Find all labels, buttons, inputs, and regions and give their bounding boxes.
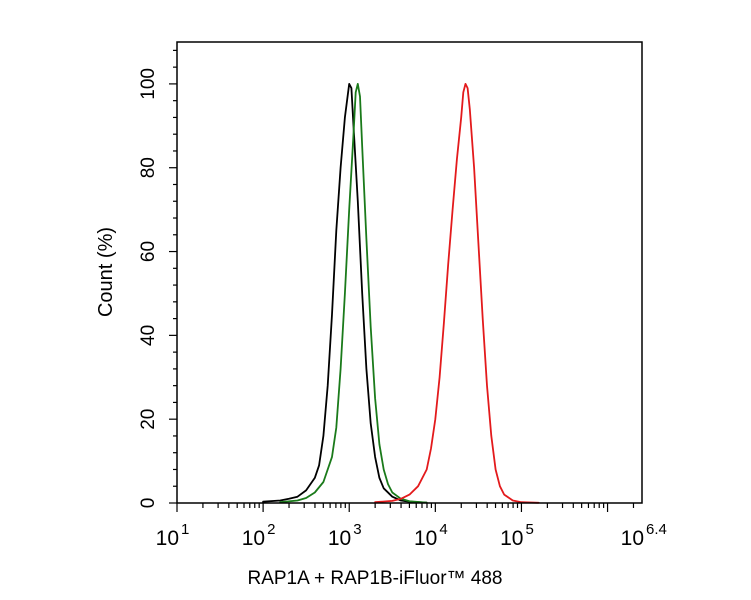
y-tick-label: 80 (138, 157, 159, 178)
x-tick-base: 10 (621, 527, 644, 550)
x-tick-exponent: 3 (353, 521, 361, 538)
x-tick-exponent: 4 (439, 521, 447, 538)
x-tick-label: 10 5 (500, 521, 534, 550)
x-axis: 10 1 10 2 10 3 10 4 10 5 10 6.4 (156, 503, 667, 550)
y-tick-label: 100 (138, 68, 159, 100)
x-tick-label: 10 4 (414, 521, 448, 550)
x-tick-exponent: 6.4 (646, 521, 667, 538)
series-1-line (262, 83, 428, 504)
y-tick-label: 40 (138, 325, 159, 346)
series-2-line (279, 83, 428, 504)
x-tick-base: 10 (328, 527, 351, 550)
y-tick-label: 60 (138, 241, 159, 262)
x-tick-base: 10 (414, 527, 437, 550)
x-tick-exponent: 5 (525, 521, 533, 538)
plot-frame (176, 41, 643, 504)
x-axis-label: RAP1A + RAP1B-iFluor™ 488 (247, 568, 502, 589)
y-tick-label: 20 (138, 409, 159, 430)
series-layer (262, 83, 540, 504)
x-tick-base: 10 (500, 527, 523, 550)
y-axis-label: Count (%) (95, 227, 117, 317)
x-tick-base: 10 (242, 527, 265, 550)
x-tick-exponent: 2 (267, 521, 275, 538)
x-tick-label: 10 3 (328, 521, 362, 550)
x-tick-exponent: 1 (181, 521, 189, 538)
x-tick-label: 10 6.4 (621, 521, 667, 550)
y-tick-label: 0 (138, 498, 159, 509)
series-3-line (374, 83, 540, 504)
x-tick-label: 10 1 (156, 521, 190, 550)
x-tick-base: 10 (156, 527, 179, 550)
x-tick-label: 10 2 (242, 521, 276, 550)
y-axis: 0 20 40 60 80 100 (138, 49, 177, 509)
